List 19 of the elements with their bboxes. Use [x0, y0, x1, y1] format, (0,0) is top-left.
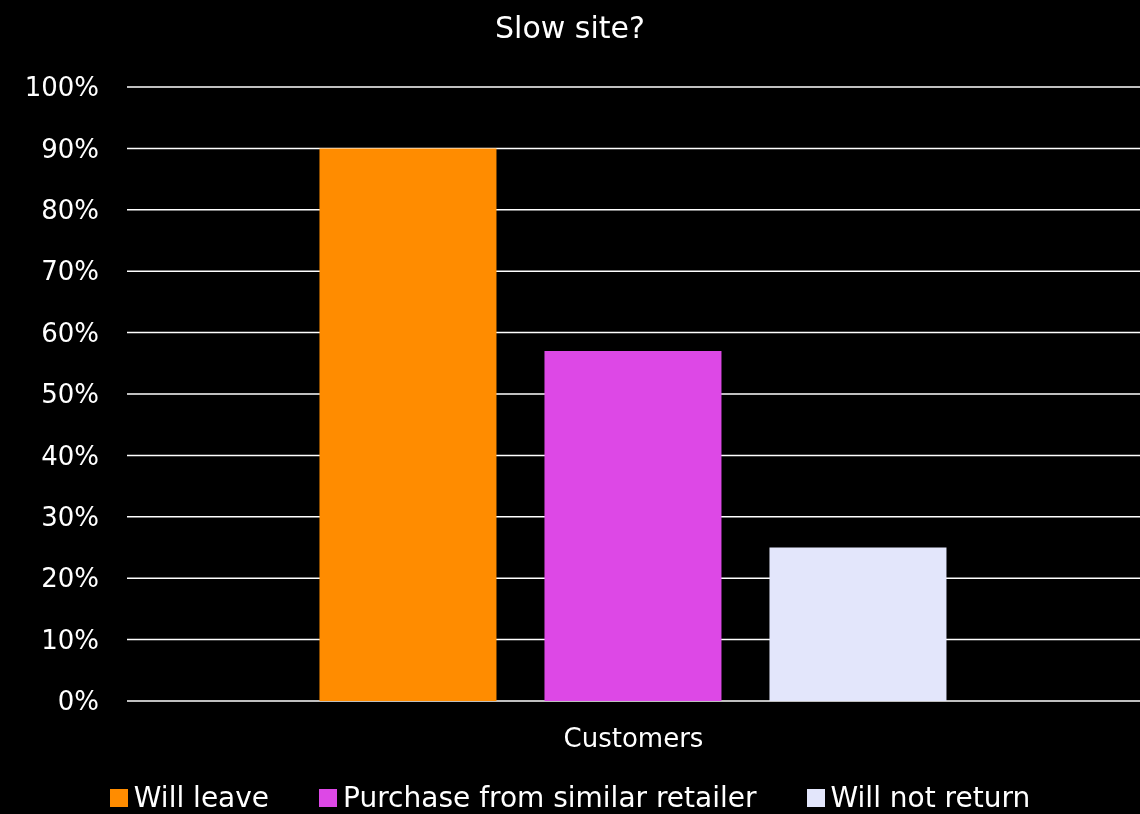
chart-title: Slow site?: [494, 10, 646, 45]
y-tick-label: 40%: [41, 440, 99, 471]
legend-label: Will leave: [133, 781, 270, 814]
y-tick-label: 10%: [41, 624, 99, 655]
y-tick-label: 0%: [57, 686, 99, 717]
y-tick-label: 70%: [41, 256, 99, 287]
y-tick-label: 100%: [24, 72, 99, 103]
bar: [769, 547, 947, 701]
y-tick-label: 50%: [41, 379, 99, 410]
legend-label: Purchase from similar retailer: [343, 781, 757, 814]
legend-label: Will not return: [830, 781, 1031, 814]
y-tick-label: 60%: [41, 317, 99, 348]
x-tick-label: Customers: [563, 723, 704, 754]
bar: [544, 351, 722, 701]
y-tick-label: 90%: [41, 133, 99, 164]
y-tick-label: 80%: [41, 195, 99, 226]
y-tick-label: 30%: [41, 502, 99, 533]
y-tick-label: 20%: [41, 563, 99, 594]
bar: [319, 148, 497, 701]
